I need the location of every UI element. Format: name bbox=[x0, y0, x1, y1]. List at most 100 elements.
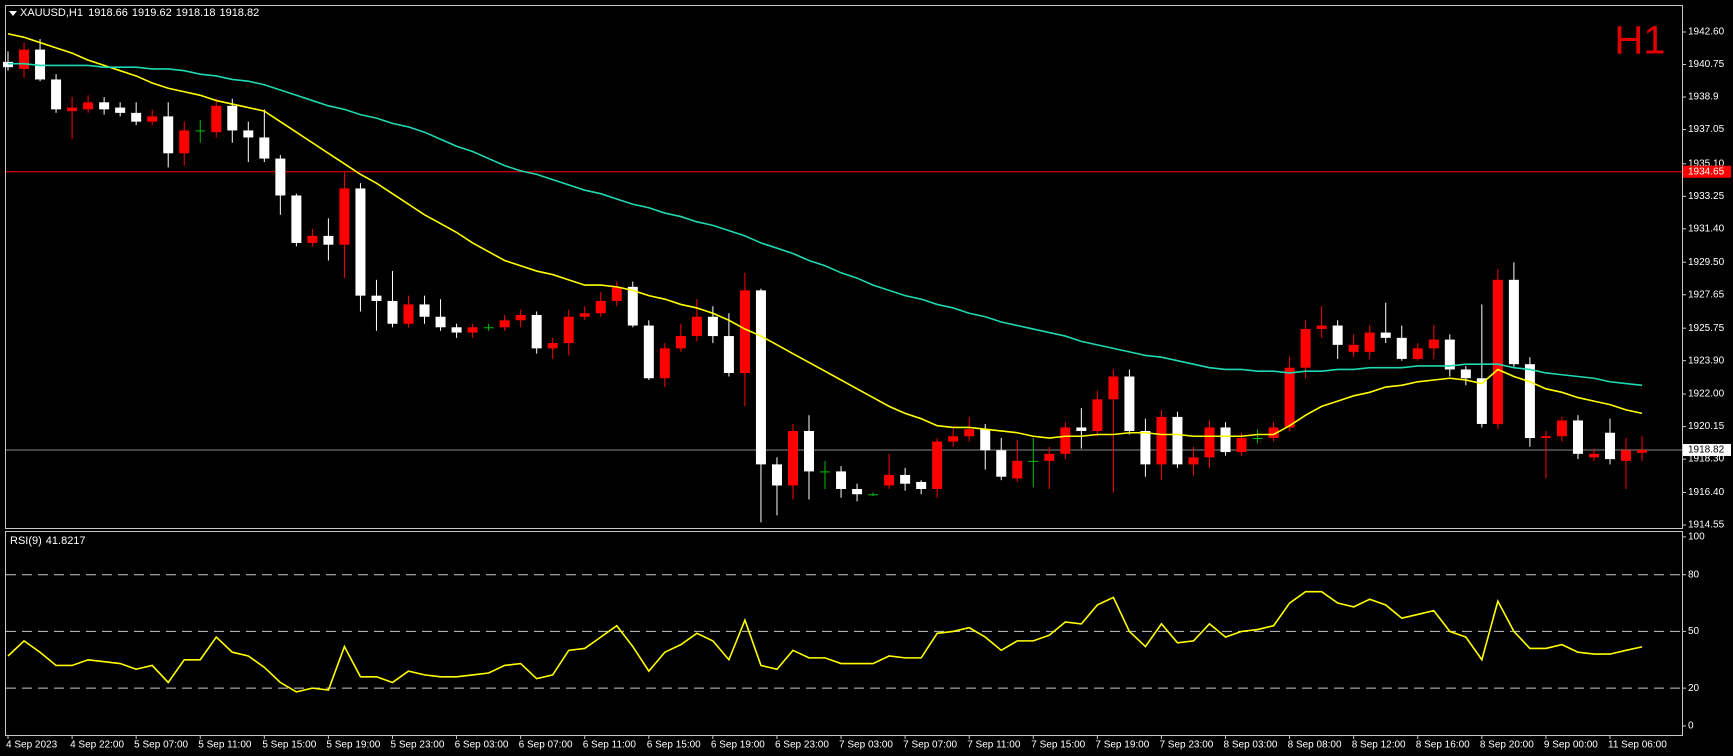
close: 1918.82 bbox=[219, 7, 259, 19]
candle-body bbox=[1572, 420, 1583, 454]
x-tick-label: 5 Sep 19:00 bbox=[326, 740, 380, 751]
y-tick-label: 1940.75 bbox=[1688, 59, 1725, 70]
candle-body bbox=[739, 290, 750, 373]
candle-body bbox=[707, 316, 718, 337]
high: 1919.62 bbox=[132, 7, 172, 19]
x-tick-label: 6 Sep 11:00 bbox=[583, 740, 637, 751]
candle-body bbox=[659, 348, 670, 379]
candle-body bbox=[1605, 432, 1616, 460]
candle-body bbox=[275, 158, 286, 196]
candle-body bbox=[467, 327, 478, 333]
y-tick-label: 1916.40 bbox=[1688, 487, 1725, 498]
x-tick-label: 5 Sep 07:00 bbox=[134, 740, 188, 751]
candle-body bbox=[1316, 325, 1327, 330]
candle-body bbox=[627, 286, 638, 326]
candle-body bbox=[1492, 279, 1503, 424]
y-tick-label: 1929.50 bbox=[1688, 257, 1725, 268]
x-tick-label: 6 Sep 07:00 bbox=[519, 740, 573, 751]
candle-body bbox=[1140, 430, 1151, 465]
candle-body bbox=[1444, 339, 1455, 370]
candle-body bbox=[1012, 460, 1023, 479]
price-box bbox=[1683, 443, 1731, 456]
y-tick-label: 0 bbox=[1688, 721, 1694, 732]
x-tick-label: 7 Sep 23:00 bbox=[1159, 740, 1213, 751]
x-tick-label: 8 Sep 16:00 bbox=[1416, 740, 1470, 751]
price-label: 1918.82 bbox=[1688, 445, 1725, 456]
x-tick-label: 9 Sep 00:00 bbox=[1544, 740, 1598, 751]
candle-body bbox=[163, 116, 174, 154]
candle-body bbox=[1348, 344, 1359, 352]
y-tick-label: 1931.40 bbox=[1688, 224, 1725, 235]
x-tick-label: 5 Sep 23:00 bbox=[390, 740, 444, 751]
rsi-header: RSI(9) 41.8217 bbox=[10, 535, 86, 547]
candle-body bbox=[307, 235, 318, 243]
candle-body bbox=[19, 49, 30, 69]
candle-body bbox=[1284, 367, 1295, 428]
candle-body bbox=[787, 430, 798, 486]
candle-body bbox=[1124, 376, 1135, 431]
candle-body bbox=[1556, 420, 1567, 437]
candle-body bbox=[99, 102, 110, 110]
rsi-title: RSI(9) bbox=[10, 535, 42, 547]
candle-body bbox=[980, 429, 991, 451]
candle-body bbox=[35, 49, 46, 80]
candle-body bbox=[1236, 438, 1247, 453]
candle-body bbox=[595, 300, 606, 314]
y-tick-label: 1920.15 bbox=[1688, 421, 1725, 432]
candle-body bbox=[1300, 329, 1311, 368]
candle-body bbox=[499, 320, 510, 328]
x-tick-label: 5 Sep 11:00 bbox=[198, 740, 252, 751]
header: XAUUSD,H1 1918.66 1919.62 1918.18 1918.82 bbox=[20, 7, 259, 19]
candle-body bbox=[1476, 378, 1487, 424]
candle-body bbox=[1428, 339, 1439, 349]
x-tick-label: 8 Sep 08:00 bbox=[1288, 740, 1342, 751]
y-tick-label: 1914.55 bbox=[1688, 520, 1725, 531]
candle-body bbox=[1396, 337, 1407, 359]
candle-body bbox=[179, 130, 190, 154]
candle-body bbox=[1412, 348, 1423, 359]
rsi-line bbox=[7, 590, 1643, 693]
candle-body bbox=[67, 107, 78, 112]
rsi-panel bbox=[5, 531, 1683, 736]
candle-body bbox=[691, 316, 702, 337]
symbol: XAUUSD,H1 bbox=[20, 7, 83, 19]
candle-body bbox=[355, 188, 366, 296]
y-tick-label: 20 bbox=[1688, 683, 1700, 694]
y-tick-label: 1935.10 bbox=[1688, 158, 1725, 169]
price-label: 1934.65 bbox=[1688, 166, 1725, 177]
x-tick-label: 7 Sep 07:00 bbox=[903, 740, 957, 751]
candle-body bbox=[371, 295, 382, 301]
candle-body bbox=[884, 474, 895, 486]
y-tick-label: 100 bbox=[1688, 532, 1705, 543]
candle-body bbox=[611, 286, 622, 301]
x-tick-label: 8 Sep 12:00 bbox=[1352, 740, 1406, 751]
x-tick-label: 6 Sep 15:00 bbox=[647, 740, 701, 751]
x-tick-label: 4 Sep 22:00 bbox=[70, 740, 124, 751]
moving-average bbox=[7, 32, 1643, 439]
candle-body bbox=[755, 290, 766, 465]
candle-body bbox=[1621, 450, 1632, 461]
y-tick-label: 1922.00 bbox=[1688, 389, 1725, 400]
candle-body bbox=[1460, 369, 1471, 379]
x-tick-label: 8 Sep 03:00 bbox=[1224, 740, 1278, 751]
x-tick-label: 7 Sep 03:00 bbox=[839, 740, 893, 751]
candle-body bbox=[900, 474, 911, 484]
candle-body bbox=[836, 471, 847, 489]
candle-body bbox=[1588, 453, 1599, 458]
candle-body bbox=[675, 336, 686, 349]
x-tick-label: 6 Sep 03:00 bbox=[455, 740, 509, 751]
candle-body bbox=[1364, 332, 1375, 352]
candle-body bbox=[403, 304, 414, 324]
candle-body bbox=[1268, 427, 1279, 439]
candle-body bbox=[1204, 427, 1215, 458]
candle-body bbox=[451, 327, 462, 333]
candle-body bbox=[291, 195, 302, 243]
low: 1918.18 bbox=[176, 7, 216, 19]
x-tick-label: 7 Sep 15:00 bbox=[1031, 740, 1085, 751]
y-tick-label: 1925.75 bbox=[1688, 323, 1725, 334]
y-tick-label: 80 bbox=[1688, 569, 1700, 580]
rsi-value: 41.8217 bbox=[46, 535, 86, 547]
candle-body bbox=[1637, 449, 1648, 453]
candle-body bbox=[1540, 436, 1551, 439]
candle-body bbox=[1108, 376, 1119, 400]
